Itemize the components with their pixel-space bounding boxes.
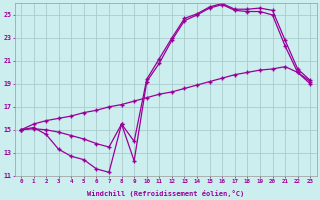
X-axis label: Windchill (Refroidissement éolien,°C): Windchill (Refroidissement éolien,°C) [87,190,244,197]
